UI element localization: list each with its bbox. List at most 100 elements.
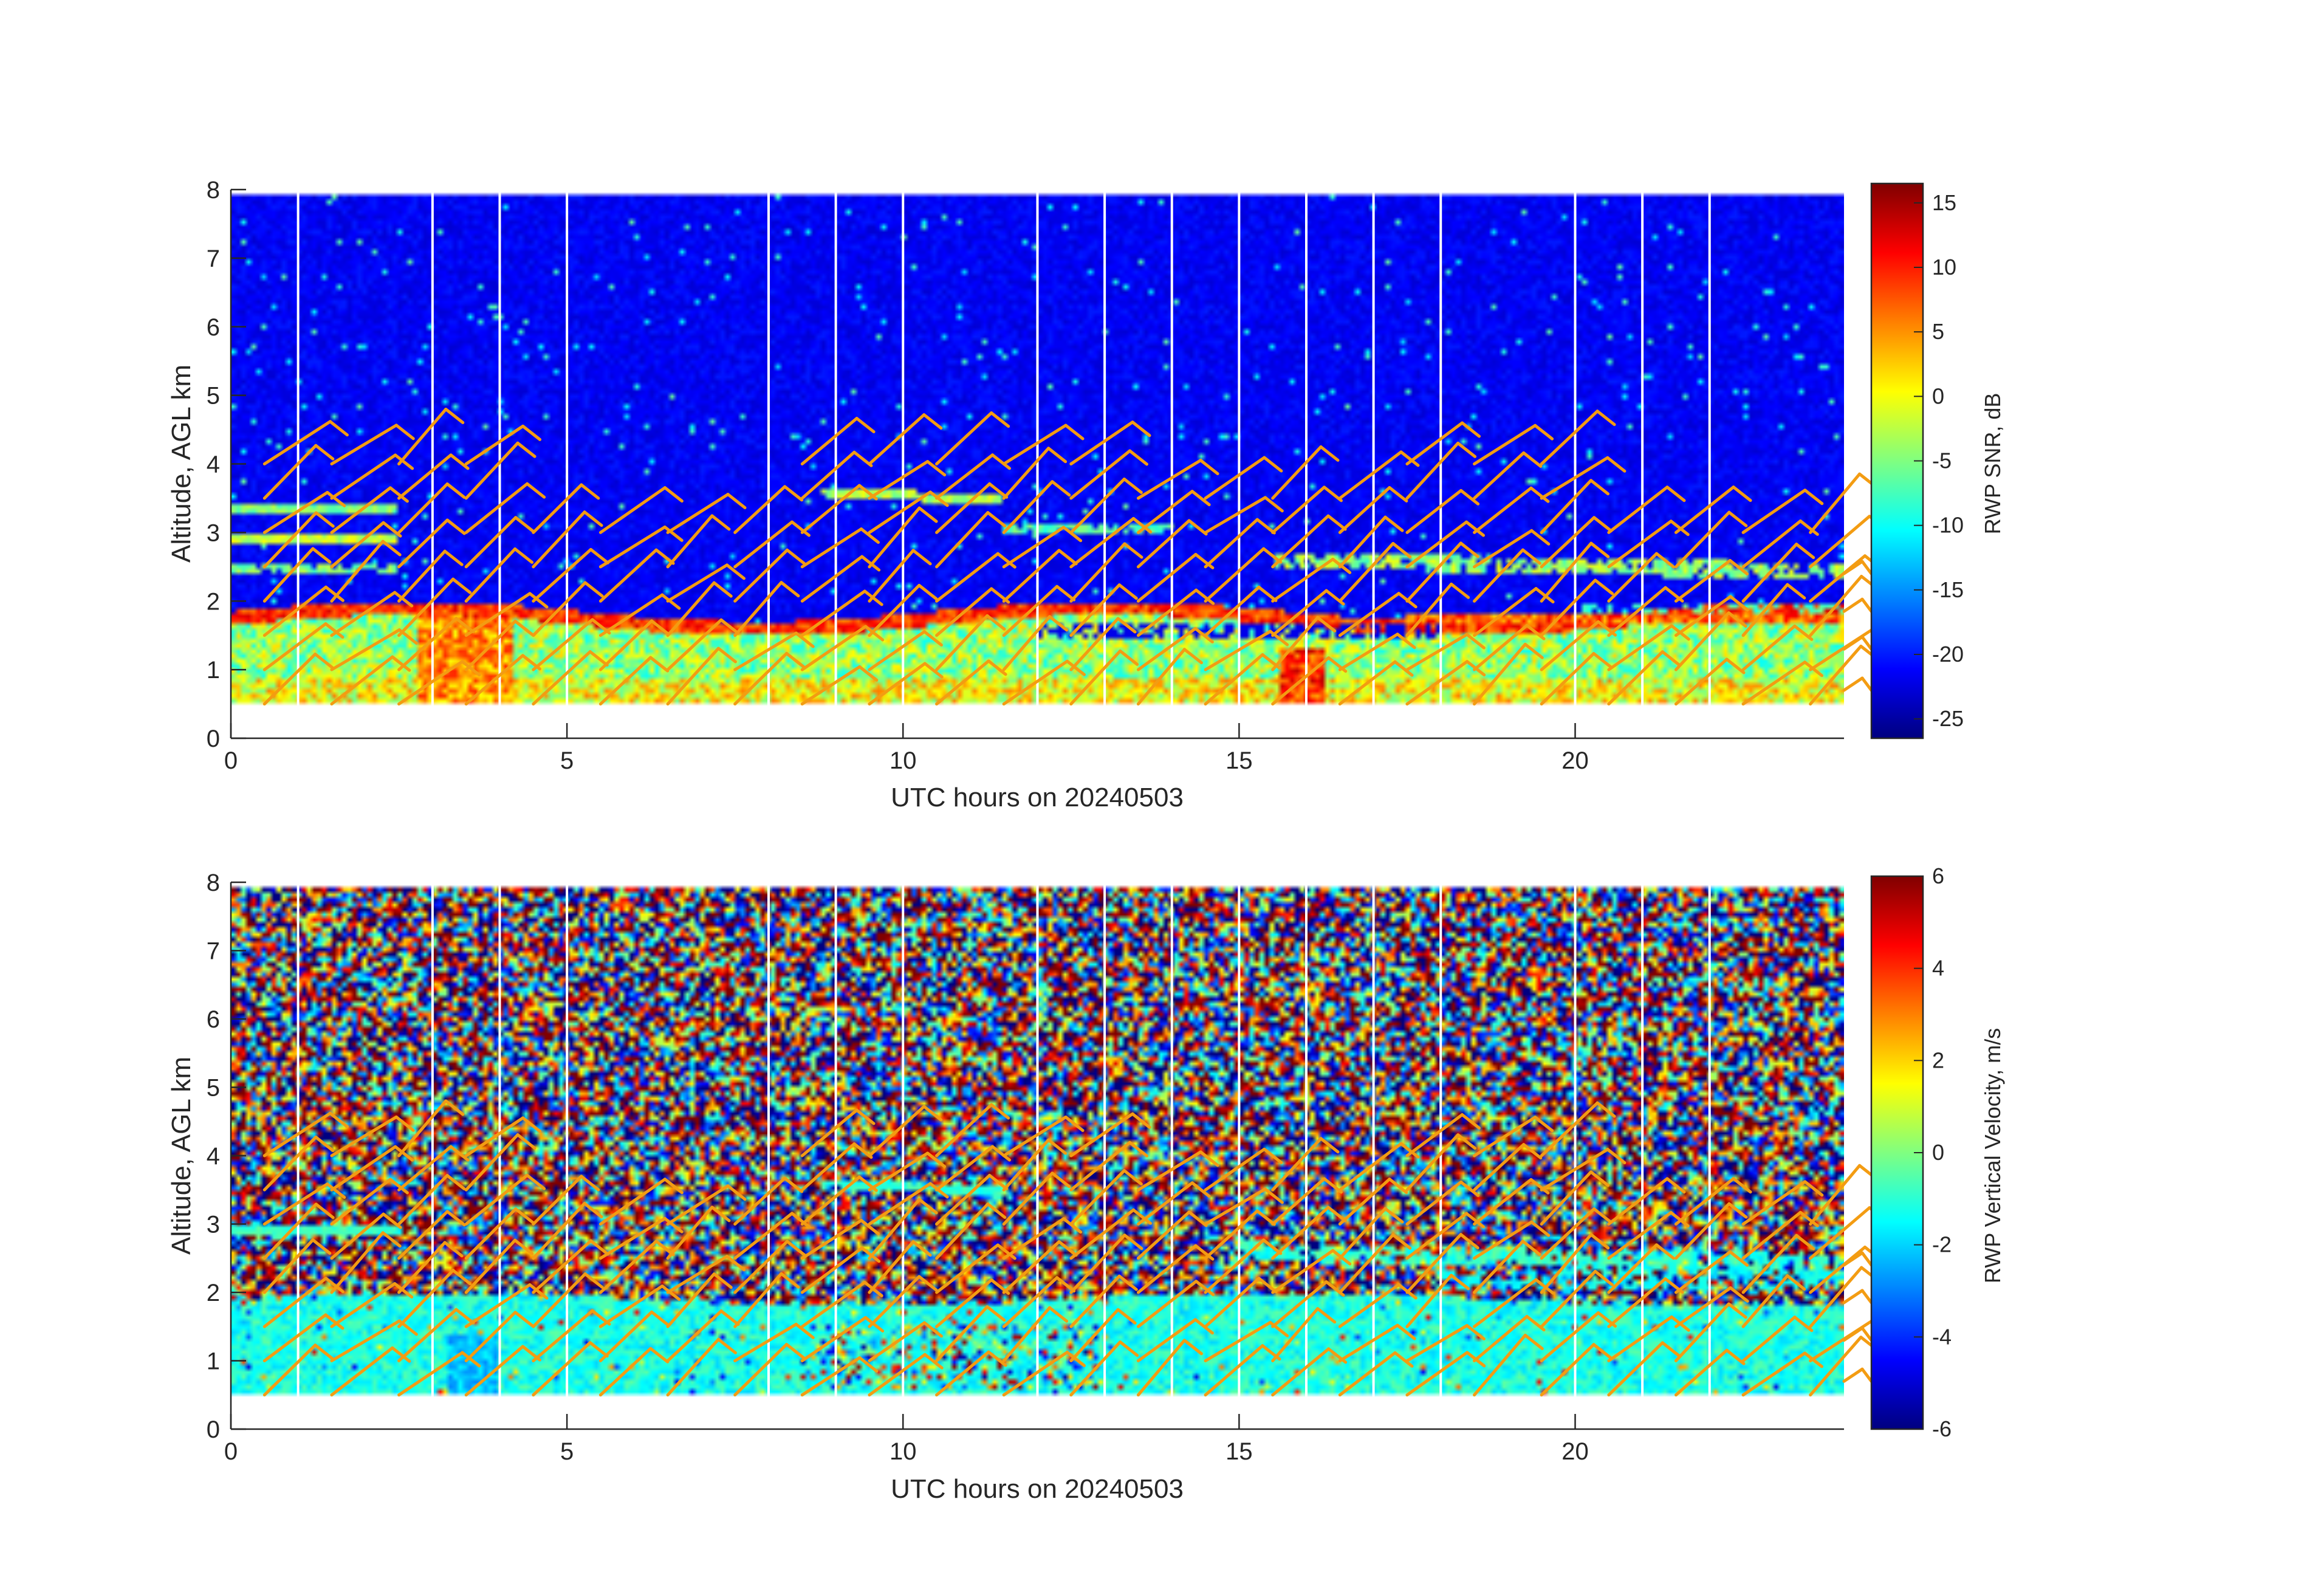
wind-barb [532,581,604,637]
wind-barb [1002,480,1071,534]
wind-barb [800,417,876,465]
y-tick-label: 5 [207,383,220,410]
wind-barb [397,617,475,671]
wind-barb [1002,615,1069,671]
wind-barb [1204,1209,1276,1260]
missing-profile-gap [834,882,837,1429]
wind-barb [1842,1289,1873,1305]
wind-barb [1674,1202,1748,1260]
wind-barb [1271,1137,1340,1192]
wind-barb [464,441,536,500]
wind-barb [1002,447,1068,500]
wind-barb [1338,541,1412,603]
x-tick-label: 10 [889,747,917,774]
x-tick-label: 5 [560,747,574,774]
wind-barb [666,1272,733,1328]
wind-barb [868,1275,938,1328]
wind-barb [464,1311,534,1362]
wind-barb [1405,421,1481,465]
colorbar-tick-label: 0 [1932,1140,1944,1165]
wind-barb [868,1353,944,1397]
wind-barb [1674,485,1752,534]
wind-barb [1405,1324,1486,1362]
wind-barb [935,614,1006,671]
missing-profile-gap [1103,882,1106,1429]
wind-barb [1842,1326,1873,1342]
wind-barb [1540,1233,1610,1294]
wind-barb [1842,1251,1873,1267]
wind-barb [262,420,349,465]
wind-barb [666,563,746,603]
wind-barb [397,1241,464,1294]
wind-barb [868,1151,947,1192]
wind-barb [1473,1178,1550,1226]
colorbar-tick-label: -25 [1932,706,1964,731]
wind-barb [330,424,415,465]
missing-profile-gap [1372,882,1375,1429]
colorbar-tick-label: -4 [1932,1324,1952,1349]
wind-barb [1136,1150,1219,1192]
wind-barb [1741,583,1806,637]
wind-barb [1338,485,1408,534]
wind-barb [1136,626,1214,671]
wind-barb [1405,520,1486,569]
wind-barb [1069,1308,1137,1362]
wind-barb [1540,456,1626,500]
missing-profile-gap [767,882,770,1429]
y-tick-label: 7 [207,245,220,272]
wind-barb [1540,1269,1614,1328]
missing-profile-gap [1641,882,1644,1429]
wind-barb [262,1313,344,1362]
y-tick-label: 6 [207,1006,220,1033]
wind-barb [1338,450,1420,500]
missing-profile-gap [1170,190,1173,738]
wind-barb [1204,456,1283,500]
wind-barb [1069,420,1151,465]
wind-barb [262,511,335,569]
colorbar-tick-label: 10 [1932,255,1956,280]
wind-barb [800,1315,885,1362]
wind-barb [1473,486,1550,534]
wind-barb [1540,1170,1610,1226]
wind-barb [935,1350,1007,1397]
wind-barb [1405,582,1470,637]
wind-barb [532,1202,603,1260]
wind-barb [868,630,943,671]
missing-profile-gap [902,882,905,1429]
wind-barb [666,1184,747,1226]
wind-barb [1607,552,1675,603]
wind-barb [1540,652,1613,706]
velocity-y-axis-label: Altitude, AGL km [166,1057,196,1255]
colorbar-tick-label: 15 [1932,190,1956,215]
wind-barb [666,581,733,637]
wind-barb [464,1283,549,1328]
wind-barb [1069,542,1143,603]
wind-barb [397,1269,472,1328]
wind-barb [1741,1274,1806,1328]
colorbar-tick-label: -6 [1932,1416,1952,1441]
wind-barb [1540,516,1613,569]
wind-barb [733,651,806,706]
wind-barb [800,625,885,671]
wind-barb [397,453,470,500]
missing-profile-gap [1574,190,1577,738]
wind-barb [464,516,535,569]
y-tick-label: 2 [207,588,220,615]
wind-barb [800,1108,876,1158]
wind-barb [1607,1211,1690,1260]
wind-barb [532,547,609,603]
snr-axes: 0 5 10 15 20 0 1 2 3 4 5 6 7 8 [207,177,1844,774]
wind-barb [330,453,414,500]
y-tick-label: 1 [207,1348,220,1375]
wind-barb [1405,1233,1479,1294]
wind-barb [262,585,344,637]
missing-profile-gap [1036,190,1039,738]
wind-barb [262,547,332,603]
missing-profile-gap [431,882,434,1429]
wind-barb [1607,1341,1681,1397]
x-tick-label: 10 [889,1438,917,1465]
colorbar-tick-label: 6 [1932,863,1944,888]
wind-barb [868,490,949,534]
velocity-colorbar-label: RWP Vertical Velocity, m/s [1980,1028,2005,1283]
